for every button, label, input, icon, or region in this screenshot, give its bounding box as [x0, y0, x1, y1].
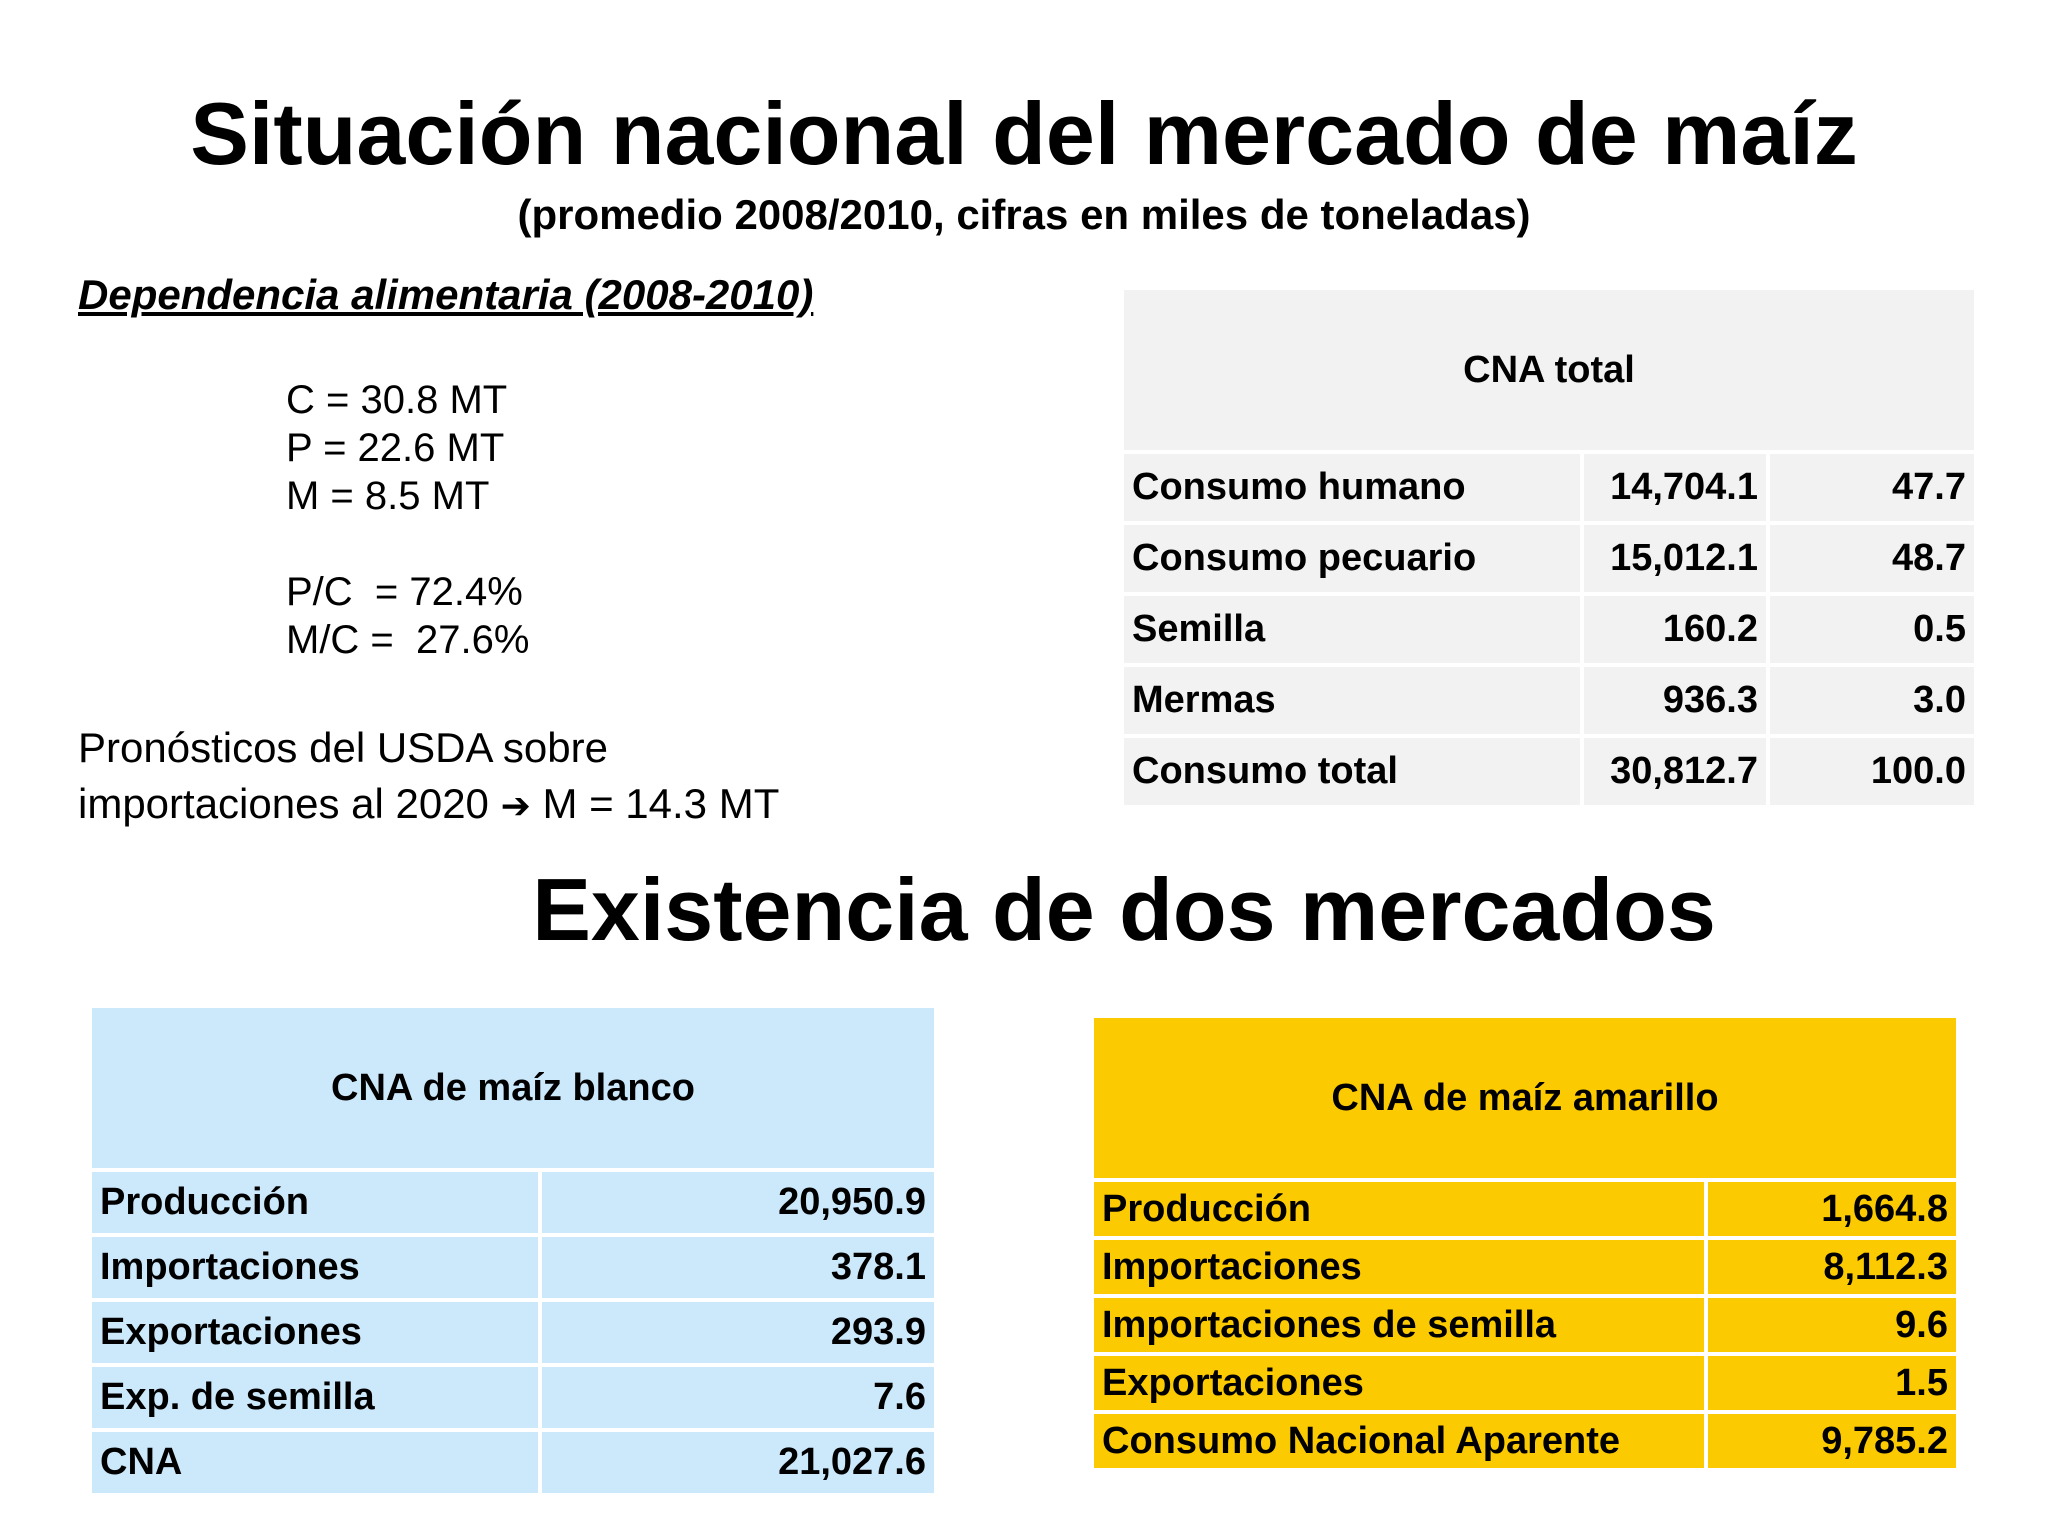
row-percent: 47.7 [1770, 454, 1974, 521]
table-row: Semilla 160.2 0.5 [1124, 596, 1974, 663]
table-row: Producción 1,664.8 [1094, 1182, 1956, 1236]
usda-line-2: importaciones al 2020 ➔ M = 14.3 MT [78, 776, 779, 835]
row-value: 20,950.9 [542, 1172, 934, 1233]
formula-importacion: M = 8.5 MT [286, 474, 490, 518]
table-header-row: CNA de maíz blanco [92, 1008, 934, 1168]
table-header: CNA de maíz amarillo [1094, 1018, 1956, 1178]
table-row: Importaciones 378.1 [92, 1237, 934, 1298]
cna-blanco-table: CNA de maíz blanco Producción 20,950.9 I… [88, 1004, 938, 1497]
usda-text: importaciones al 2020 [78, 780, 489, 827]
cna-total-table: CNA total Consumo humano 14,704.1 47.7 C… [1120, 286, 1978, 809]
usda-value: M = 14.3 MT [542, 780, 780, 827]
table-header: CNA total [1124, 290, 1974, 450]
row-label: Exportaciones [1094, 1356, 1704, 1410]
section-title: Existencia de dos mercados [532, 860, 1716, 959]
dependencia-heading: Dependencia alimentaria (2008-2010) [78, 271, 814, 318]
row-value: 9,785.2 [1708, 1414, 1956, 1468]
table-row: Importaciones de semilla 9.6 [1094, 1298, 1956, 1352]
row-value: 293.9 [542, 1302, 934, 1363]
row-label: Consumo humano [1124, 454, 1580, 521]
ratio-pc: P/C = 72.4% [286, 570, 523, 614]
row-value: 160.2 [1584, 596, 1766, 663]
usda-line-1: Pronósticos del USDA sobre [78, 724, 608, 771]
row-label: Consumo Nacional Aparente [1094, 1414, 1704, 1468]
row-value: 21,027.6 [542, 1432, 934, 1493]
table-row: Consumo Nacional Aparente 9,785.2 [1094, 1414, 1956, 1468]
row-label: CNA [92, 1432, 538, 1493]
table-header-row: CNA total [1124, 290, 1974, 450]
formula-consumo: C = 30.8 MT [286, 378, 508, 422]
table-header: CNA de maíz blanco [92, 1008, 934, 1168]
row-value: 936.3 [1584, 667, 1766, 734]
table-row: Exp. de semilla 7.6 [92, 1367, 934, 1428]
row-label: Exportaciones [92, 1302, 538, 1363]
row-value: 9.6 [1708, 1298, 1956, 1352]
row-value: 7.6 [542, 1367, 934, 1428]
page-subtitle: (promedio 2008/2010, cifras en miles de … [517, 191, 1531, 238]
row-label: Semilla [1124, 596, 1580, 663]
cna-amarillo-table: CNA de maíz amarillo Producción 1,664.8 … [1090, 1014, 1960, 1472]
row-percent: 3.0 [1770, 667, 1974, 734]
row-label: Producción [1094, 1182, 1704, 1236]
page-title: Situación nacional del mercado de maíz [190, 84, 1858, 183]
table-row: Consumo total 30,812.7 100.0 [1124, 738, 1974, 805]
row-label: Consumo pecuario [1124, 525, 1580, 592]
table-row: Importaciones 8,112.3 [1094, 1240, 1956, 1294]
table-row: CNA 21,027.6 [92, 1432, 934, 1493]
row-value: 378.1 [542, 1237, 934, 1298]
row-label: Producción [92, 1172, 538, 1233]
row-value: 30,812.7 [1584, 738, 1766, 805]
row-percent: 48.7 [1770, 525, 1974, 592]
table-row: Consumo humano 14,704.1 47.7 [1124, 454, 1974, 521]
row-label: Consumo total [1124, 738, 1580, 805]
table-row: Consumo pecuario 15,012.1 48.7 [1124, 525, 1974, 592]
row-value: 15,012.1 [1584, 525, 1766, 592]
row-label: Mermas [1124, 667, 1580, 734]
table-row: Exportaciones 1.5 [1094, 1356, 1956, 1410]
row-value: 1,664.8 [1708, 1182, 1956, 1236]
table-row: Producción 20,950.9 [92, 1172, 934, 1233]
row-value: 8,112.3 [1708, 1240, 1956, 1294]
row-value: 14,704.1 [1584, 454, 1766, 521]
row-label: Exp. de semilla [92, 1367, 538, 1428]
row-percent: 0.5 [1770, 596, 1974, 663]
row-label: Importaciones [1094, 1240, 1704, 1294]
row-percent: 100.0 [1770, 738, 1974, 805]
ratio-mc: M/C = 27.6% [286, 618, 530, 662]
table-row: Mermas 936.3 3.0 [1124, 667, 1974, 734]
table-header-row: CNA de maíz amarillo [1094, 1018, 1956, 1178]
table-row: Exportaciones 293.9 [92, 1302, 934, 1363]
row-value: 1.5 [1708, 1356, 1956, 1410]
formula-produccion: P = 22.6 MT [286, 426, 505, 470]
row-label: Importaciones de semilla [1094, 1298, 1704, 1352]
arrow-right-icon: ➔ [500, 786, 531, 827]
row-label: Importaciones [92, 1237, 538, 1298]
